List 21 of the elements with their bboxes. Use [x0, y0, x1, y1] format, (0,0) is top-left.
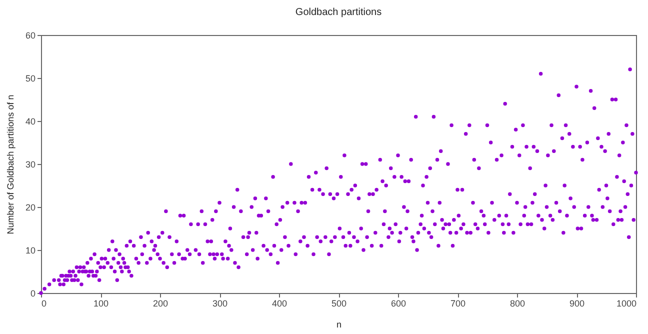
y-tick-label: 60 — [25, 30, 36, 40]
y-tick-label: 30 — [25, 160, 36, 170]
x-tick-label: 500 — [331, 298, 347, 308]
y-tick-label: 50 — [25, 74, 36, 84]
x-tick-label: 300 — [212, 298, 228, 308]
y-tick-label: 20 — [25, 202, 36, 212]
x-tick-label: 900 — [569, 298, 585, 308]
x-tick-label: 400 — [272, 298, 288, 308]
y-tick-label: 10 — [25, 246, 36, 256]
x-tick-label: 200 — [152, 298, 168, 308]
x-tick-label: 1000 — [616, 298, 636, 308]
chart-title: Goldbach partitions — [295, 7, 382, 18]
y-tick-label: 0 — [30, 288, 36, 298]
x-tick-label: 700 — [450, 298, 466, 308]
x-tick-label: 0 — [42, 298, 47, 308]
x-tick-label: 800 — [510, 298, 526, 308]
x-tick-label: 600 — [390, 298, 406, 308]
y-axis-title: Number of Goldbach partitions of n — [5, 94, 16, 234]
y-tick-label: 40 — [25, 116, 36, 126]
x-tick-label: 100 — [93, 298, 109, 308]
x-axis-title: n — [336, 320, 342, 330]
